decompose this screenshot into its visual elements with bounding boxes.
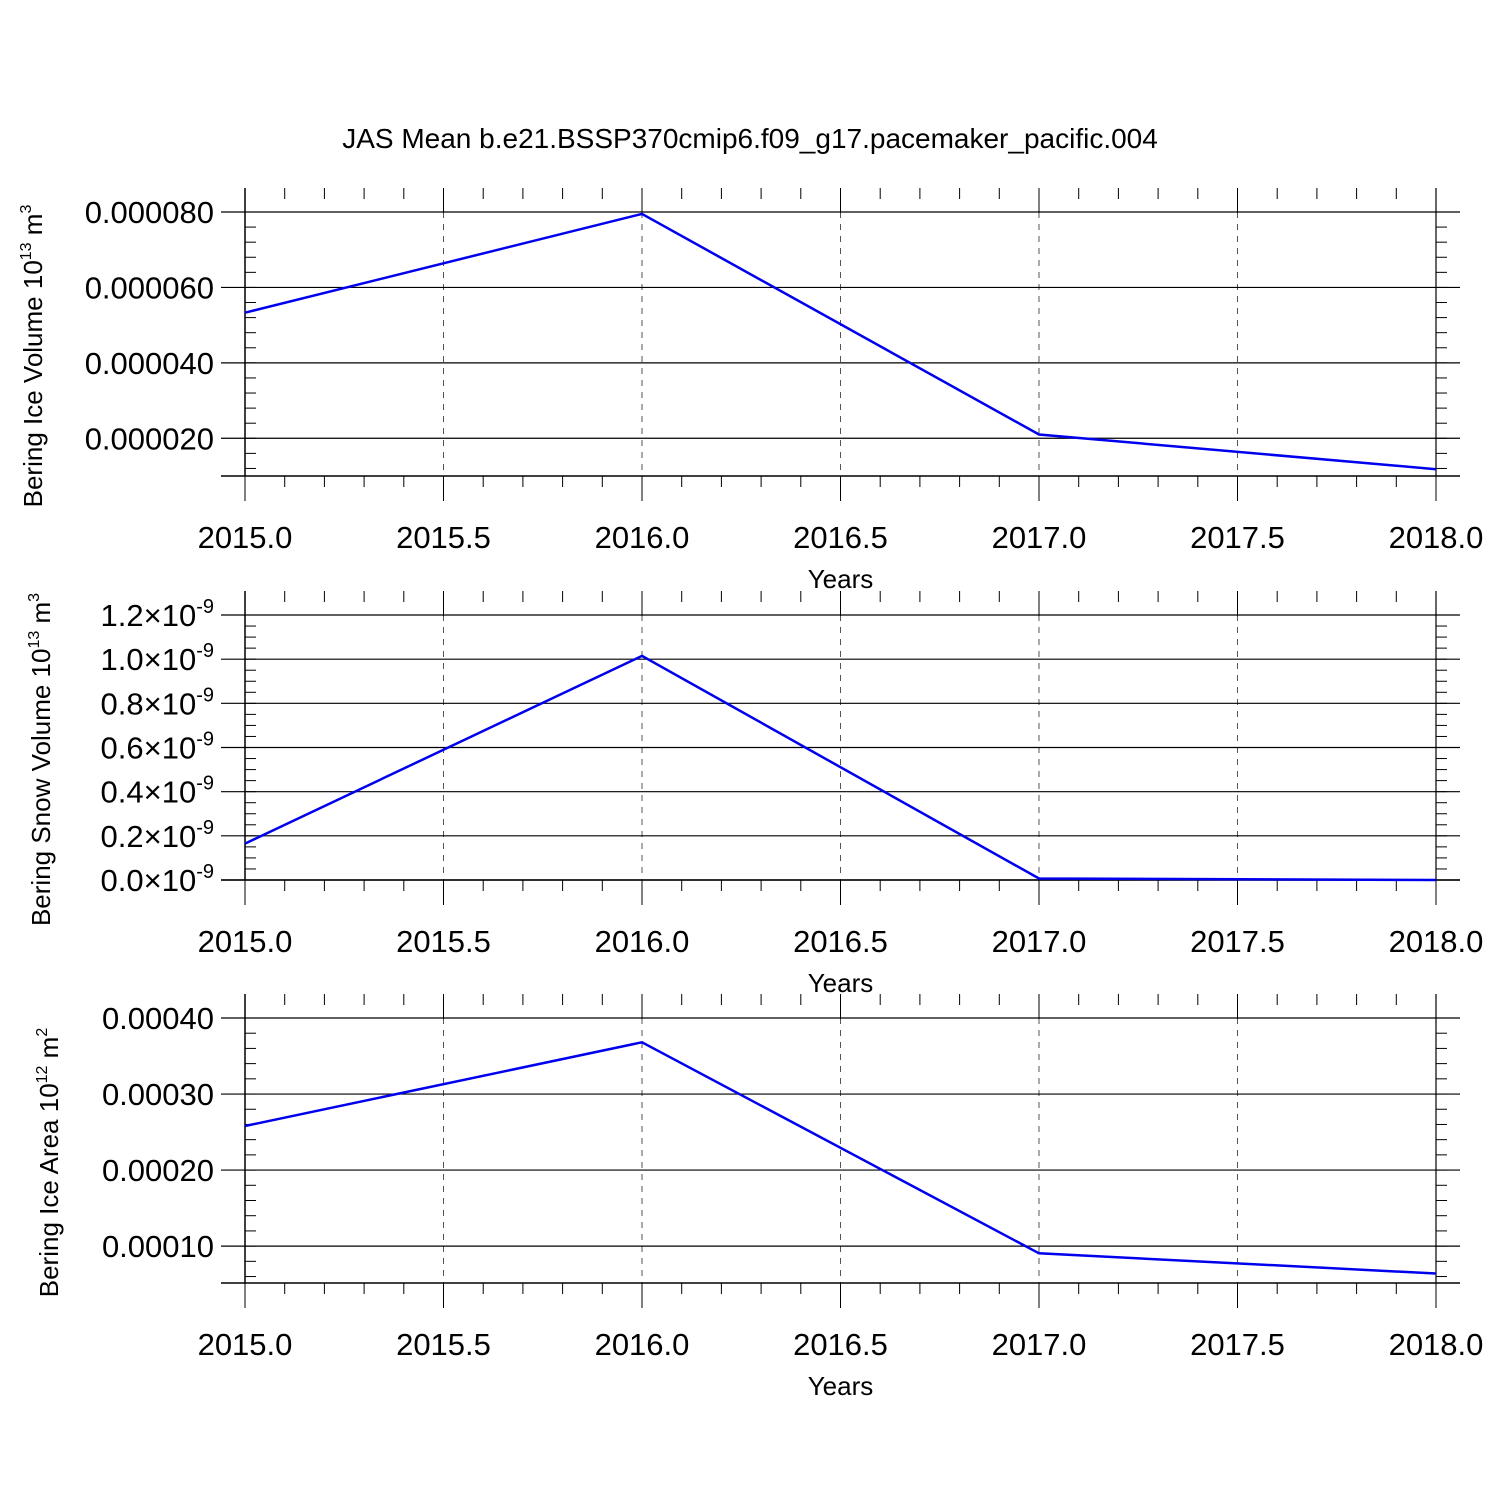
x-tick-label: 2015.0 (198, 1327, 293, 1362)
x-tick-label: 2018.0 (1389, 924, 1484, 959)
y-axis-label: Bering Snow Volume 1013 m3 (26, 593, 56, 926)
x-tick-label: 2016.0 (595, 1327, 690, 1362)
x-tick-label: 2016.5 (793, 520, 888, 555)
x-tick-label: 2017.5 (1190, 520, 1285, 555)
x-tick-label: 2017.0 (992, 924, 1087, 959)
y-tick-label: 1.2×10-9 (101, 596, 215, 633)
x-tick-label: 2015.0 (198, 520, 293, 555)
x-tick-label: 2016.5 (793, 1327, 888, 1362)
x-tick-label: 2017.5 (1190, 924, 1285, 959)
panel-1: 0.000080 0.000060 0.000040 0.000020 2015.0 20… (18, 188, 1483, 594)
y-axis-label: Bering Ice Area 1012 m2 (34, 1028, 64, 1298)
series-line (244, 212, 1437, 471)
y-tick-label: 0.000060 (85, 270, 214, 305)
x-tick-label: 2015.5 (396, 520, 491, 555)
y-axis-label: Bering Ice Volume 1013 m3 (18, 205, 48, 508)
x-tick-label: 2017.0 (992, 1327, 1087, 1362)
series-line (244, 1040, 1437, 1275)
series-line (244, 654, 1437, 882)
y-tick-label: 0.00010 (102, 1229, 214, 1264)
x-tick-label: 2017.5 (1190, 1327, 1285, 1362)
y-tick-label: 0.2×10-9 (101, 817, 215, 854)
y-tick-label: 0.00020 (102, 1153, 214, 1188)
panel-3: 0.00040 0.00030 0.00020 0.00010 2015.0 2015.5… (34, 994, 1483, 1401)
x-tick-label: 2015.5 (396, 1327, 491, 1362)
y-tick-label: 0.000040 (85, 346, 214, 381)
x-axis-label: Years (808, 968, 874, 998)
y-tick-label: 0.00040 (102, 1001, 214, 1036)
x-tick-label: 2016.0 (595, 520, 690, 555)
x-tick-label: 2018.0 (1389, 520, 1484, 555)
x-tick-label: 2018.0 (1389, 1327, 1484, 1362)
y-tick-label: 0.4×10-9 (101, 773, 215, 810)
x-tick-label: 2015.0 (198, 924, 293, 959)
panel-2: 1.2×10-9 1.0×10-9 0.8×10-9 0.6×10-9 0.4×10-9… (26, 591, 1483, 998)
y-tick-label: 0.000020 (85, 421, 214, 456)
y-tick-label: 1.0×10-9 (101, 640, 215, 677)
figure-title: JAS Mean b.e21.BSSP370cmip6.f09_g17.pace… (342, 123, 1158, 154)
y-tick-label: 0.00030 (102, 1077, 214, 1112)
y-tick-label: 0.8×10-9 (101, 684, 215, 721)
x-tick-label: 2017.0 (992, 520, 1087, 555)
x-tick-label: 2016.5 (793, 924, 888, 959)
x-tick-label: 2016.0 (595, 924, 690, 959)
x-axis-label: Years (808, 1371, 874, 1401)
x-tick-label: 2015.5 (396, 924, 491, 959)
x-axis-label: Years (808, 564, 874, 594)
y-tick-label: 0.0×10-9 (101, 861, 215, 898)
y-tick-label: 0.000080 (85, 195, 214, 230)
y-tick-label: 0.6×10-9 (101, 729, 215, 766)
